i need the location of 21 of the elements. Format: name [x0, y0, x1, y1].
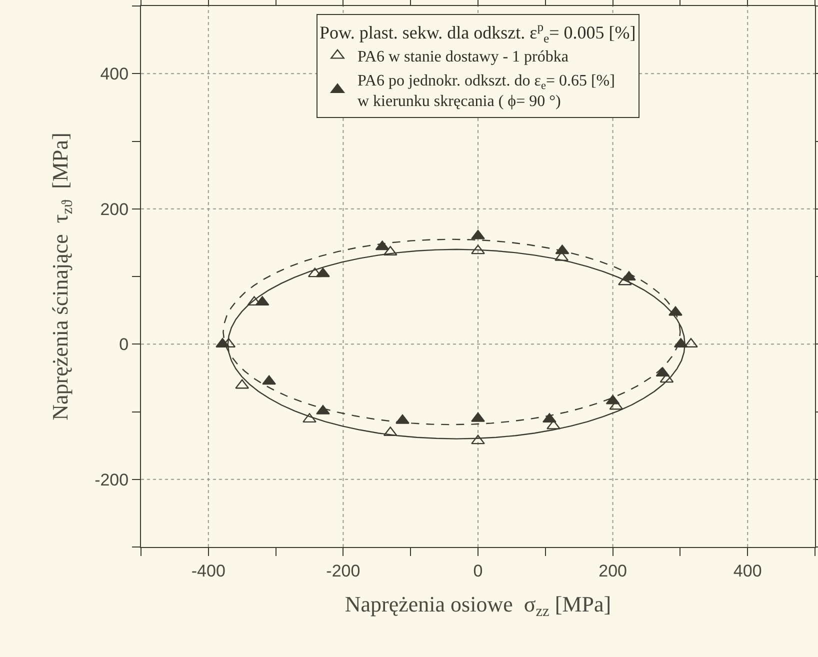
legend-title: Pow. plast. sekw. dla odkszt. ε$^{p}$$_{e}$= 0.005 [%] [320, 20, 636, 46]
y-tick-label: 0 [119, 335, 129, 354]
x-tick-label: 400 [733, 561, 762, 580]
y-tick-label: 400 [100, 64, 129, 84]
x-tick-label: -400 [191, 561, 226, 580]
point [471, 244, 485, 254]
point [396, 414, 410, 424]
x-tick-label: 200 [598, 561, 627, 580]
x-tick-label: -200 [326, 561, 360, 580]
point [316, 404, 330, 414]
legend-label: PA6 po jednokr. odkszt. do ε$_{e}$= 0.65 [%] w kierunku skręcania ( ϕ= 90 °) [358, 72, 615, 110]
y-tick-label: 200 [100, 200, 129, 219]
point [471, 434, 485, 444]
legend-label: PA6 w stanie dostawy - 1 próbka [358, 48, 568, 66]
y-tick-label: -200 [94, 470, 129, 490]
point [471, 412, 485, 422]
point [471, 230, 485, 240]
point [316, 268, 330, 278]
x-tick-label: 0 [473, 561, 483, 580]
x-axis-title: Naprężenia osiowe σ$_{zz}$ [MPa] [344, 591, 612, 620]
point [302, 413, 316, 423]
